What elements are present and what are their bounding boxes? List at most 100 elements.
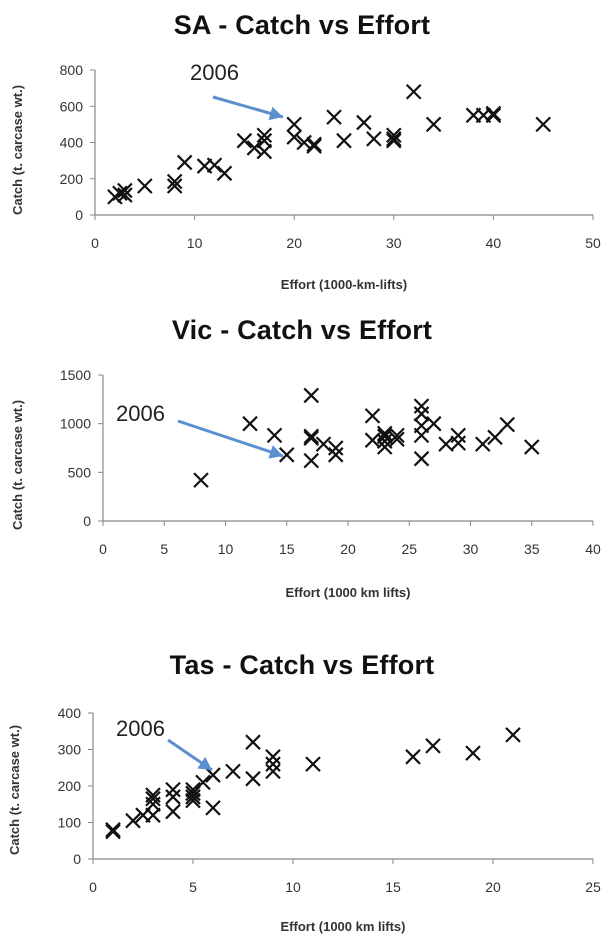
x-tick-label: 20 bbox=[286, 235, 302, 251]
x-tick-label: 35 bbox=[524, 541, 540, 557]
data-point bbox=[117, 182, 133, 199]
data-point bbox=[386, 131, 402, 147]
data-point bbox=[450, 427, 467, 444]
data-point bbox=[523, 439, 540, 455]
y-tick-label: 0 bbox=[75, 207, 83, 223]
x-tick-label: 0 bbox=[99, 541, 107, 557]
annotation-arrow bbox=[177, 419, 284, 458]
data-point bbox=[236, 132, 253, 149]
data-point bbox=[166, 173, 183, 190]
data-point bbox=[386, 127, 402, 144]
data-point bbox=[185, 789, 201, 805]
data-point bbox=[176, 154, 193, 171]
data-point bbox=[206, 157, 223, 173]
chart-title: Tas - Catch vs Effort bbox=[169, 650, 435, 680]
x-tick-label: 10 bbox=[285, 879, 301, 895]
data-point bbox=[195, 774, 211, 791]
y-tick-label: 300 bbox=[58, 742, 82, 758]
data-point bbox=[474, 436, 491, 452]
x-tick-label: 10 bbox=[218, 541, 234, 557]
data-point bbox=[117, 187, 133, 203]
data-point bbox=[165, 803, 181, 820]
y-tick-label: 200 bbox=[58, 778, 82, 794]
data-point bbox=[205, 800, 221, 816]
data-point bbox=[306, 136, 322, 153]
sa-chart: 0 200 400 600 800 0 10 20 30 40 50 Effort (1000-km-… bbox=[10, 60, 601, 292]
data-point bbox=[405, 749, 421, 765]
x-tick-label: 0 bbox=[89, 879, 97, 895]
data-point bbox=[376, 433, 393, 449]
x-axis-label: Effort (1000 km lifts) bbox=[286, 585, 411, 600]
data-point bbox=[185, 792, 201, 809]
data-point bbox=[425, 415, 442, 432]
data-point bbox=[265, 749, 281, 765]
data-point bbox=[286, 116, 302, 133]
data-point bbox=[256, 132, 273, 149]
data-point bbox=[242, 415, 258, 432]
data-point bbox=[364, 432, 381, 448]
y-tick-label: 500 bbox=[68, 464, 92, 480]
data-point bbox=[336, 132, 352, 149]
y-tick-label: 1500 bbox=[60, 367, 91, 383]
data-point bbox=[245, 734, 261, 750]
data-point bbox=[145, 787, 161, 803]
x-tick-label: 0 bbox=[91, 235, 99, 251]
chart-title: Vic - Catch vs Effort bbox=[171, 315, 433, 345]
data-point bbox=[305, 756, 321, 772]
y-tick-label: 400 bbox=[60, 135, 84, 151]
data-point bbox=[413, 427, 430, 444]
y-tick-label: 400 bbox=[58, 705, 82, 721]
data-point bbox=[286, 129, 302, 145]
annotation-label: 2006 bbox=[116, 401, 165, 426]
data-point bbox=[265, 763, 281, 780]
data-point bbox=[105, 823, 121, 840]
annotation-arrowhead bbox=[268, 445, 283, 459]
x-tick-label: 40 bbox=[486, 235, 502, 251]
x-tick-label: 50 bbox=[585, 235, 601, 251]
x-tick-label: 15 bbox=[385, 879, 401, 895]
data-point bbox=[389, 427, 405, 444]
data-point bbox=[125, 812, 141, 829]
vic-chart: 0 500 1000 1500 0 5 10 15 20 25 30 35 40 Effort (1000… bbox=[10, 367, 601, 600]
data-point bbox=[166, 178, 183, 194]
annotation-arrowhead bbox=[268, 106, 283, 121]
x-tick-label: 40 bbox=[585, 541, 601, 557]
data-point bbox=[165, 781, 181, 798]
data-point bbox=[185, 781, 201, 798]
y-tick-label: 0 bbox=[83, 513, 91, 529]
data-point bbox=[205, 767, 221, 783]
data-point bbox=[356, 114, 372, 131]
data-point bbox=[145, 790, 161, 807]
data-point bbox=[326, 109, 342, 125]
data-point bbox=[165, 789, 181, 805]
data-point bbox=[535, 116, 551, 133]
data-point bbox=[265, 756, 281, 772]
data-point bbox=[413, 398, 430, 414]
data-point bbox=[266, 427, 283, 444]
data-point bbox=[425, 116, 442, 133]
data-point bbox=[225, 763, 241, 780]
y-tick-label: 1000 bbox=[60, 416, 91, 432]
data-point bbox=[376, 439, 393, 455]
data-point bbox=[413, 406, 430, 422]
data-point bbox=[485, 107, 502, 124]
y-tick-label: 800 bbox=[60, 62, 84, 78]
data-point bbox=[364, 408, 381, 424]
x-tick-label: 15 bbox=[279, 541, 295, 557]
data-point bbox=[216, 165, 233, 182]
data-point bbox=[386, 132, 402, 149]
y-tick-label: 0 bbox=[73, 851, 81, 867]
data-point bbox=[303, 452, 320, 469]
y-tick-label: 600 bbox=[60, 98, 84, 114]
data-point bbox=[303, 428, 320, 445]
x-tick-label: 10 bbox=[187, 235, 203, 251]
data-point bbox=[438, 436, 454, 452]
data-point bbox=[303, 430, 320, 447]
data-point bbox=[389, 431, 405, 448]
data-point bbox=[405, 83, 422, 100]
data-point bbox=[505, 727, 521, 743]
annotation-label: 2006 bbox=[116, 716, 165, 741]
data-point bbox=[246, 140, 263, 156]
x-tick-label: 20 bbox=[485, 879, 501, 895]
data-point bbox=[278, 447, 295, 463]
